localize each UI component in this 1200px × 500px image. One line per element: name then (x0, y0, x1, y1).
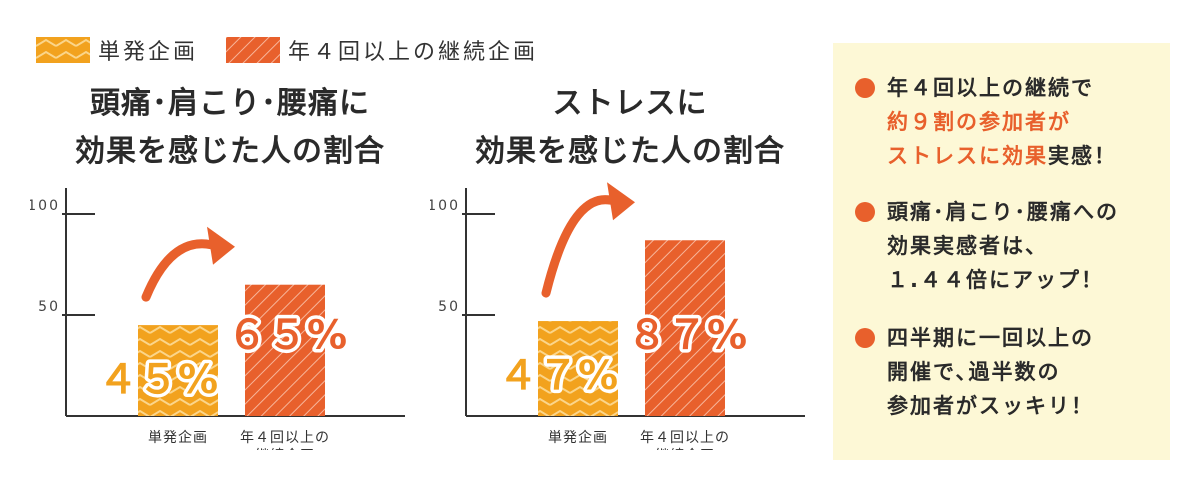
highlight-text: ストレスに効果 (887, 144, 1048, 168)
y-tick-label: 100 (30, 198, 60, 214)
info-line: 四半期に一回以上の (887, 321, 1094, 355)
info-panel: 年４回以上の継続で 約９割の参加者が ストレスに効果実感！ 頭痛･肩こり･腰痛への 効果… (833, 43, 1170, 460)
legend-item-recurring: 年４回以上の継続企画 (226, 34, 538, 66)
bar-single (538, 321, 618, 416)
chart-title-line-1: ストレスに (552, 86, 708, 121)
chart-title: 頭痛･肩こり･腰痛に 効果を感じた人の割合 (30, 80, 430, 176)
chart-pain: 頭痛･肩こり･腰痛に 効果を感じた人の割合 100 50 ４５% ６５% 単発企画 年４回… (30, 80, 430, 490)
info-line: 頭痛･肩こり･腰痛への (887, 195, 1119, 229)
info-item: 頭痛･肩こり･腰痛への 効果実感者は、 １.４４倍にアップ！ (855, 195, 1119, 297)
increase-arrow-shaft (541, 195, 616, 298)
bar-recurring (245, 284, 325, 416)
data-label-recurring: ８７% (627, 312, 747, 358)
chart-title-line-2: 効果を感じた人の割合 (75, 134, 385, 169)
x-category-label: 年４回以上の (240, 430, 330, 446)
x-category-label: 継続企画 (255, 447, 315, 450)
x-category-label: 単発企画 (548, 429, 608, 446)
info-item: 年４回以上の継続で 約９割の参加者が ストレスに効果実感！ (855, 71, 1117, 173)
info-text: 頭痛･肩こり･腰痛への (887, 200, 1119, 224)
info-line: 開催で､過半数の (887, 355, 1094, 389)
info-text: 実感！ (1048, 144, 1117, 168)
bullet-icon (855, 78, 875, 98)
info-line: 約９割の参加者が (887, 105, 1117, 139)
info-lines: 年４回以上の継続で 約９割の参加者が ストレスに効果実感！ (887, 71, 1117, 173)
bullet-icon (855, 328, 875, 348)
chart-title-line-1: 頭痛･肩こり･腰痛に (90, 86, 370, 121)
legend-swatch-single (36, 37, 90, 63)
info-line: 効果実感者は、 (887, 229, 1119, 263)
bullet-icon (855, 202, 875, 222)
chart-pain-plot: 100 50 ４５%６５% 単発企画 年４回以上の継続企画 (30, 188, 405, 450)
info-lines: 四半期に一回以上の 開催で､過半数の参加者がスッキリ！ (887, 321, 1094, 423)
info-line: ストレスに効果実感！ (887, 139, 1117, 173)
y-tick-label: 50 (438, 299, 460, 315)
bar-single (138, 325, 218, 416)
info-text: 開催で､過半数の (887, 360, 1061, 384)
chart-stress-plot: 100 50 ４７%８７% 単発企画 年４回以上の継続企画 (430, 182, 805, 450)
x-category-label: 年４回以上の (640, 430, 730, 446)
increase-arrow-head (607, 182, 635, 221)
y-tick-label: 100 (430, 198, 460, 214)
info-line: 参加者がスッキリ！ (887, 389, 1094, 423)
data-label-single: ４７% (498, 353, 618, 399)
info-text: 参加者がスッキリ！ (887, 394, 1094, 418)
info-text: 年４回以上の継続で (887, 76, 1094, 100)
chart-title-line-2: 効果を感じた人の割合 (475, 134, 785, 169)
bar-recurring (645, 240, 725, 416)
x-category-label: 単発企画 (148, 429, 208, 446)
chart-title: ストレスに 効果を感じた人の割合 (430, 80, 830, 176)
info-text: １.４４倍にアップ！ (887, 268, 1104, 292)
data-label-recurring: ６５% (227, 313, 347, 359)
chart-stress: ストレスに 効果を感じた人の割合 100 50 ４７%８７% 単発企画 年４回以上の継続… (430, 80, 830, 490)
legend-item-single: 単発企画 (36, 34, 198, 66)
legend-label-single: 単発企画 (98, 40, 199, 65)
info-line: 年４回以上の継続で (887, 71, 1117, 105)
legend-label-recurring: 年４回以上の継続企画 (288, 40, 539, 65)
info-text: 四半期に一回以上の (887, 326, 1094, 350)
increase-arrow-head (207, 226, 235, 265)
info-item: 四半期に一回以上の 開催で､過半数の参加者がスッキリ！ (855, 321, 1094, 423)
info-line: １.４４倍にアップ！ (887, 263, 1119, 297)
info-text: 効果実感者は、 (887, 234, 1048, 258)
info-lines: 頭痛･肩こり･腰痛への 効果実感者は、 １.４４倍にアップ！ (887, 195, 1119, 297)
legend: 単発企画 年４回以上の継続企画 (36, 34, 556, 66)
legend-swatch-recurring (226, 37, 281, 63)
highlight-text: 約９割の参加者が (887, 110, 1071, 134)
x-category-label: 継続企画 (655, 447, 715, 450)
increase-arrow-shaft (141, 239, 216, 302)
y-tick-label: 50 (38, 299, 60, 315)
data-label-single: ４５% (98, 357, 218, 403)
